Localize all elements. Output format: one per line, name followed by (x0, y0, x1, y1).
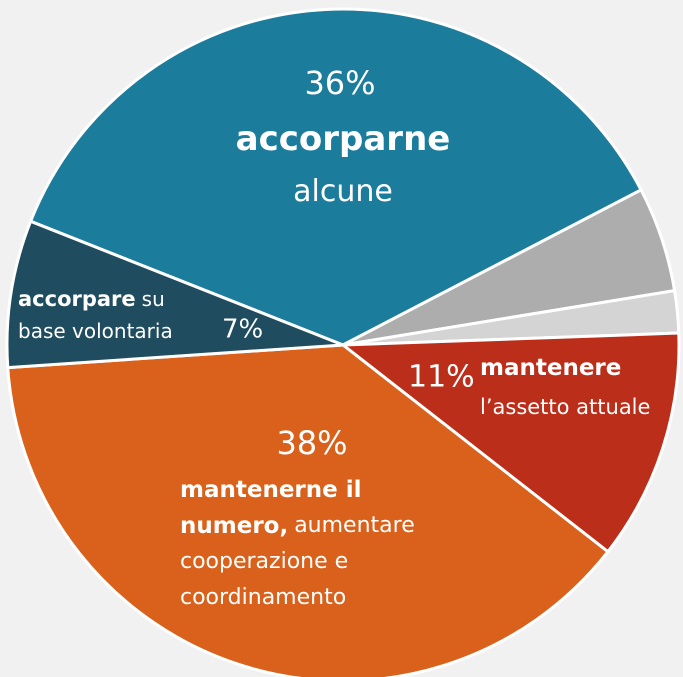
label-part: numero, (180, 513, 288, 539)
label-part: mantenere (480, 355, 621, 381)
data-label: 11% (408, 360, 475, 395)
label-part: alcune (293, 174, 393, 209)
pie-slice (5, 219, 345, 370)
slice-label: accorparne (236, 119, 451, 159)
label-part: cooperazione e (180, 549, 348, 574)
slice-label: coordinamento (180, 585, 346, 610)
label-part: accorpare (18, 287, 136, 311)
slice-label: mantenerne il (180, 477, 362, 503)
slice-label: mantenere (480, 355, 621, 381)
pie-slice (341, 331, 681, 554)
slice-label: base volontaria (18, 319, 173, 343)
label-part: base volontaria (18, 319, 173, 343)
data-label: 36% (304, 64, 375, 102)
label-part: coordinamento (180, 585, 346, 610)
pie-slice (6, 343, 610, 677)
label-part: su (142, 287, 165, 311)
slice-label: l’assetto attuale (480, 395, 650, 419)
label-part: mantenerne il (180, 477, 362, 503)
pie-slice (29, 7, 643, 347)
slice-label: cooperazione e (180, 549, 348, 574)
data-label: 7% (222, 315, 263, 345)
label-part: l’assetto attuale (480, 395, 650, 419)
label-part: accorparne (236, 119, 451, 159)
data-label: 38% (276, 424, 347, 462)
label-part: aumentare (294, 513, 415, 538)
slice-label: numero, aumentare (180, 513, 415, 539)
slice-label: alcune (293, 174, 393, 209)
slice-label: accorpare su (18, 287, 165, 312)
